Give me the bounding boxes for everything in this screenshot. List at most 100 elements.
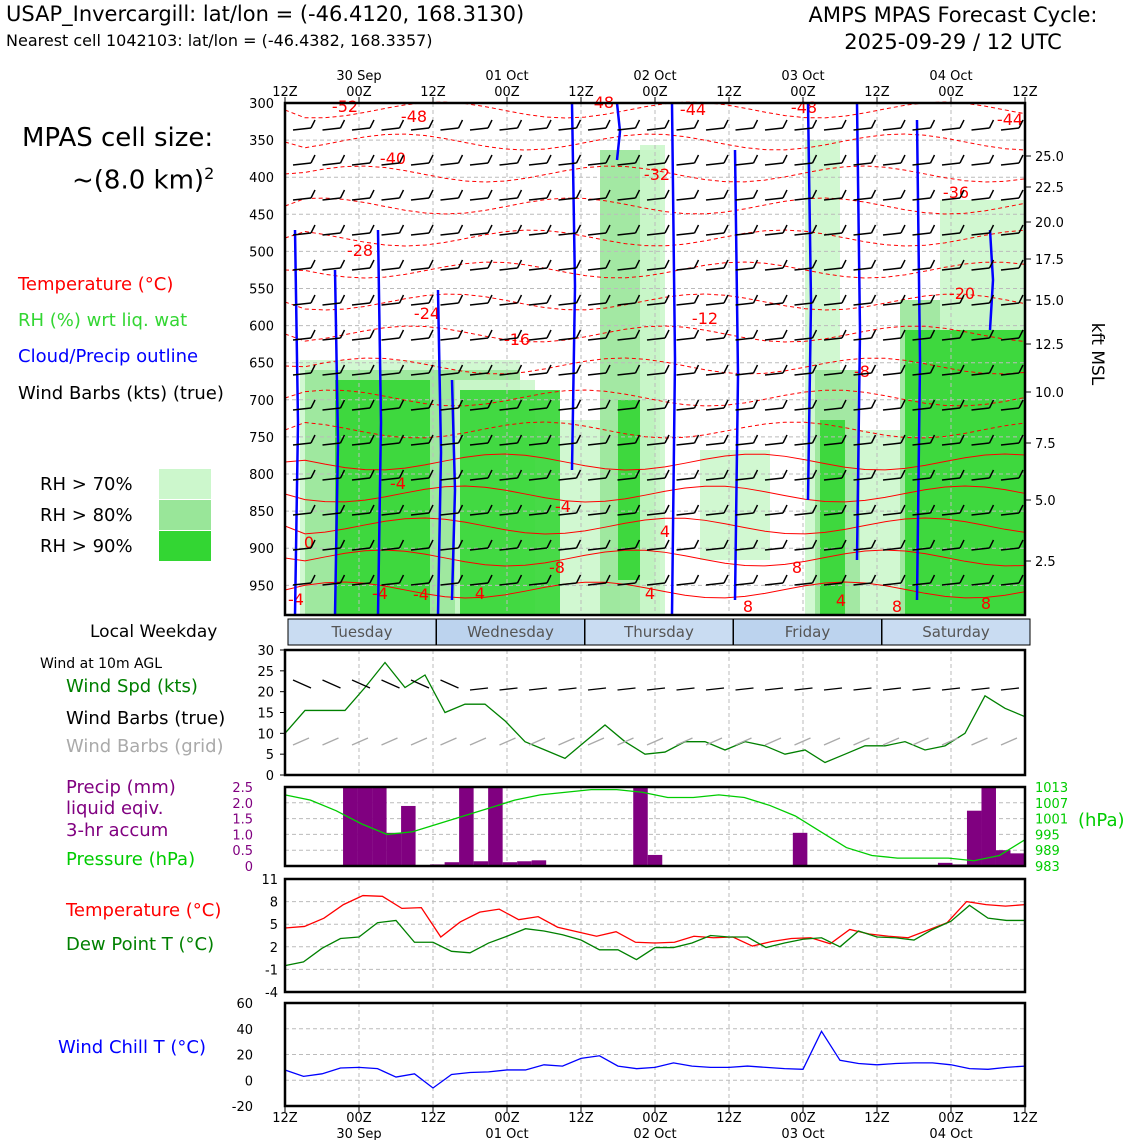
pressure-tick-label: 1001: [1035, 813, 1068, 828]
barbs-grid-label: Wind Barbs (grid): [66, 736, 224, 757]
wind-barb-flag: [782, 259, 788, 269]
wind-barb-flag: [870, 434, 877, 444]
pressure-label: Pressure (hPa): [66, 849, 196, 870]
wind-barb-flag: [870, 119, 877, 129]
wind-barb: [351, 582, 371, 586]
wind-barb: [823, 232, 843, 236]
wind-barb: [735, 547, 754, 551]
wind-barb: [646, 232, 666, 236]
wind-barb-flag: [900, 224, 906, 234]
precip-bar: [966, 810, 982, 866]
wind-barb-flag: [900, 294, 906, 304]
wind-barb-flag: [811, 329, 818, 339]
wind-barb: [322, 162, 341, 166]
wind-barb-flag: [1018, 259, 1024, 269]
wind-barb-flag: [693, 154, 700, 164]
wind-barb: [823, 442, 843, 446]
wind-barb: [587, 442, 607, 446]
wind-barb-flag: [339, 574, 346, 584]
pressure-unit-label: (hPa): [1078, 810, 1125, 831]
wind-barb-flag: [457, 294, 464, 304]
wind-barb-flag: [841, 364, 847, 374]
wind-barb-flag: [782, 434, 788, 444]
wind-barb: [528, 127, 548, 131]
wind-barb: [646, 197, 666, 201]
pressure-tick-label: 1013: [1035, 781, 1068, 796]
wind-barb-flag: [546, 539, 552, 549]
wind-barb: [941, 162, 961, 166]
wind-barb: [322, 372, 341, 376]
isotherm: [284, 101, 1026, 119]
wind-barb-flag: [310, 504, 316, 514]
isotherm: [284, 197, 1026, 215]
wind-barb-flag: [693, 364, 700, 374]
wind-barb-flag: [959, 434, 965, 444]
wind-barb-flag: [929, 434, 936, 444]
wind-barb-flag: [1018, 539, 1024, 549]
surface-barb-true: [1000, 687, 1020, 691]
wind-barb-flag: [516, 539, 523, 549]
wind-barb-flag: [605, 294, 611, 304]
wind-barb: [528, 477, 548, 481]
wind-barb: [764, 372, 784, 376]
wind-barb-flag: [782, 364, 788, 374]
wind-barb: [971, 162, 990, 166]
precip-label-3: 3-hr accum: [66, 820, 169, 841]
wind-barb-flag: [752, 224, 759, 234]
wind-barb-flag: [841, 469, 847, 479]
wind-barb: [912, 407, 931, 411]
wind-barb: [676, 372, 695, 376]
wind-barb-flag: [664, 434, 670, 444]
isotherm: [284, 165, 1026, 183]
wind-barb: [971, 442, 990, 446]
wind-barb-flag: [870, 154, 877, 164]
precip-bar: [937, 862, 953, 866]
wind-barb: [292, 162, 312, 166]
weekday-label: Tuesday: [330, 623, 392, 641]
surface-barb-true: [528, 687, 548, 691]
wind-barb-flag: [634, 504, 641, 514]
wind-barb-flag: [870, 329, 877, 339]
wind-barb: [322, 302, 341, 306]
wind-barb: [705, 232, 725, 236]
wind-barb: [381, 127, 400, 131]
wind-barb: [941, 232, 961, 236]
wind-barb: [469, 582, 489, 586]
wind-barb-flag: [1018, 504, 1024, 514]
wind-barb: [1000, 477, 1020, 481]
bottom-time-tick-label: 00Z: [938, 1111, 964, 1126]
top-time-tick-label: 00Z: [790, 85, 816, 100]
temperature-contour-label: 4: [645, 584, 655, 603]
temperature-contour-label: -8: [854, 362, 870, 381]
pressure-tick-label: 550: [249, 283, 274, 298]
wind-barb: [617, 267, 636, 271]
wind-barb-flag: [1018, 154, 1024, 164]
wind-barb-flag: [841, 294, 847, 304]
precip-label-1: Precip (mm): [66, 777, 176, 798]
wind-barb: [499, 407, 518, 411]
wind-barb: [794, 232, 813, 236]
wind-barb-flag: [457, 504, 464, 514]
wind-barb-flag: [752, 574, 759, 584]
wind-barb: [705, 547, 725, 551]
wind-barb: [499, 232, 518, 236]
wind-barb-flag: [959, 154, 965, 164]
wind-barb: [853, 302, 872, 306]
temp-ytick-label: -4: [265, 986, 278, 1001]
wind-barb-flag: [1018, 224, 1024, 234]
wind-barb-flag: [398, 119, 405, 129]
wind-barb-flag: [782, 539, 788, 549]
wind-barb-flag: [369, 329, 375, 339]
wind-barb: [440, 337, 459, 341]
wind-barb: [882, 582, 902, 586]
wind-barb: [676, 302, 695, 306]
wind-barb-flag: [457, 539, 464, 549]
wind-barb: [912, 582, 931, 586]
wind-barb-flag: [900, 469, 906, 479]
wind-barb-flag: [516, 154, 523, 164]
wind-barb-flag: [339, 119, 346, 129]
top-time-tick-label: 12Z: [864, 85, 890, 100]
surface-barb-true: [617, 687, 636, 691]
temperature-contour-label: -4: [555, 497, 571, 516]
cell-size-line1: MPAS cell size:: [22, 123, 214, 153]
